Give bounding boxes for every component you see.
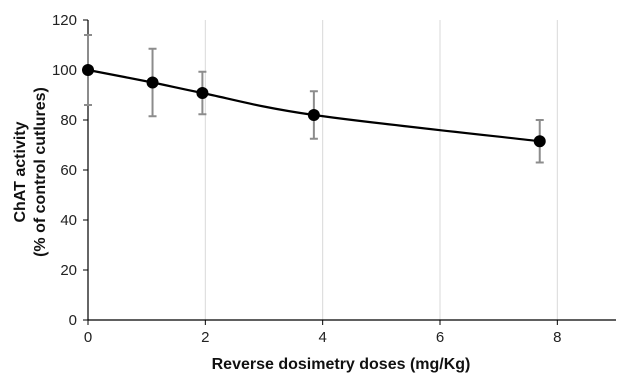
x-gridlines	[204, 20, 558, 320]
series-line	[87, 68, 540, 143]
x-tick-label: 4	[318, 329, 326, 346]
y-tick-label: 60	[60, 162, 77, 179]
y-tick-label: 120	[52, 12, 77, 29]
x-tick-label: 0	[84, 329, 92, 346]
axes	[83, 19, 616, 325]
data-point	[82, 64, 94, 76]
x-tick-label: 8	[553, 329, 561, 346]
data-point	[146, 76, 159, 89]
data-point	[196, 87, 209, 99]
y-tick-label: 80	[60, 112, 77, 129]
x-tick-label: 6	[436, 329, 444, 346]
series	[82, 34, 546, 164]
y-axis-title: ChAT activity (% of control cutlures)	[12, 87, 49, 257]
data-point	[533, 135, 546, 148]
y-axis-title-line-2: (% of control cutlures)	[32, 87, 49, 257]
y-tick-label: 20	[60, 262, 77, 279]
x-axis-title: Reverse dosimetry doses (mg/Kg)	[212, 356, 471, 373]
y-tick-label: 0	[69, 312, 77, 329]
data-point	[307, 109, 320, 121]
y-axis-title-line-1: ChAT activity	[12, 121, 29, 222]
y-tick-label: 100	[52, 62, 77, 79]
x-tick-label: 2	[201, 329, 209, 346]
y-tick-label: 40	[60, 212, 77, 229]
tick-labels: 0 20 40 60 80 100 120 0 2 4 6 8	[52, 12, 562, 346]
